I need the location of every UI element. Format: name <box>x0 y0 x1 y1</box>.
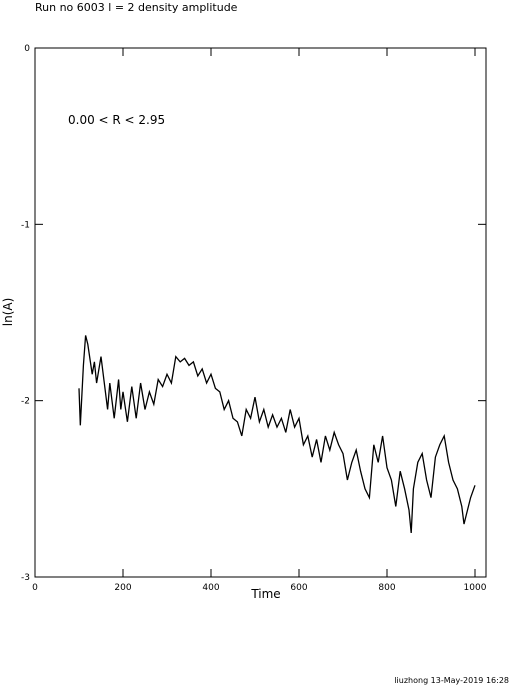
footer: liuzhong 13-May-2019 16:28 <box>394 676 509 685</box>
y-tick-label: -3 <box>21 573 30 583</box>
y-tick-label: -1 <box>21 220 30 230</box>
annotation: 0.00 < R < 2.95 <box>68 113 165 127</box>
y-tick-label: -2 <box>21 397 30 407</box>
x-tick-label: 600 <box>290 583 307 593</box>
chart-title: Run no 6003 l = 2 density amplitude <box>35 1 238 14</box>
data-line <box>78 335 476 533</box>
x-tick-label: 1000 <box>464 583 487 593</box>
y-tick-label: 0 <box>24 44 30 54</box>
y-axis-label: ln(A) <box>1 298 15 327</box>
x-axis-label: Time <box>250 587 280 601</box>
plot-frame <box>34 47 487 578</box>
x-tick-label: 200 <box>114 583 131 593</box>
x-tick-label: 0 <box>32 583 38 593</box>
x-tick-label: 800 <box>378 583 395 593</box>
x-tick-label: 400 <box>202 583 219 593</box>
